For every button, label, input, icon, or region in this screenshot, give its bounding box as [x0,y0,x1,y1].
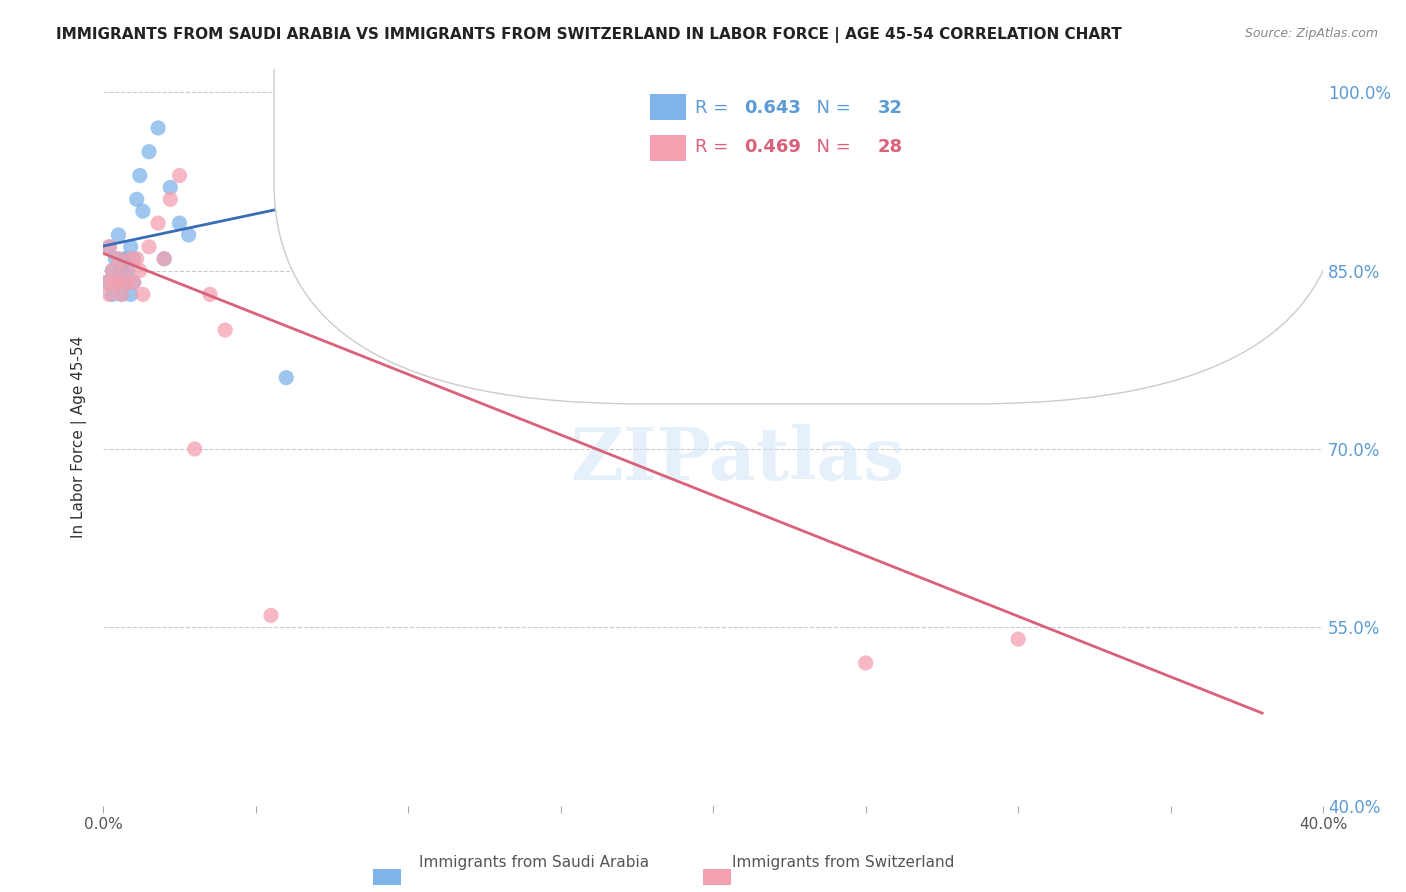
Point [146,120,169,135]
Point [132,204,155,219]
Point [114,276,136,290]
Point [336,85,359,99]
Point [117,263,139,277]
Text: 32: 32 [877,99,903,117]
Point [855,656,877,670]
Point [98,240,121,254]
Point [101,263,124,277]
Point [114,252,136,266]
Point [110,287,132,301]
Point [260,608,283,623]
Point [138,145,160,159]
Text: ZIPatlas: ZIPatlas [571,424,904,495]
Point [276,370,298,384]
Point [96,276,118,290]
Point [128,169,150,183]
Point [98,287,121,301]
Point [107,276,129,290]
Point [96,276,118,290]
Point [183,442,205,456]
Point [169,216,191,230]
Point [117,252,139,266]
Point [107,276,129,290]
Point [396,85,419,99]
Text: 0.469: 0.469 [744,138,800,156]
Point [159,192,181,206]
Point [1160,85,1182,99]
Point [120,287,142,301]
Point [276,85,298,99]
Point [120,252,142,266]
Point [125,252,148,266]
Point [458,85,481,99]
Point [159,180,181,194]
Point [101,287,124,301]
FancyBboxPatch shape [274,0,1341,404]
Point [198,287,221,301]
Text: R =: R = [695,138,734,156]
Point [169,169,191,183]
Point [305,97,328,112]
Point [214,323,236,337]
Point [101,263,124,277]
Point [1007,632,1029,647]
Point [122,276,145,290]
Text: IMMIGRANTS FROM SAUDI ARABIA VS IMMIGRANTS FROM SWITZERLAND IN LABOR FORCE | AGE: IMMIGRANTS FROM SAUDI ARABIA VS IMMIGRAN… [56,27,1122,43]
Bar [650,135,686,161]
Point [114,263,136,277]
Text: 28: 28 [877,138,903,156]
Point [122,276,145,290]
Text: N =: N = [804,99,856,117]
Point [110,263,132,277]
Point [104,252,127,266]
Point [120,240,142,254]
Point [153,252,176,266]
Point [122,252,145,266]
Point [107,252,129,266]
Point [125,192,148,206]
Text: N =: N = [804,138,856,156]
Text: Immigrants from Switzerland: Immigrants from Switzerland [733,855,955,870]
Point [412,85,434,99]
Point [138,240,160,254]
Point [146,216,169,230]
Point [128,263,150,277]
Point [104,276,127,290]
Point [153,252,176,266]
Text: Source: ZipAtlas.com: Source: ZipAtlas.com [1244,27,1378,40]
Point [110,287,132,301]
Point [177,227,200,242]
Text: R =: R = [695,99,734,117]
Point [132,287,155,301]
Point [117,276,139,290]
Y-axis label: In Labor Force | Age 45-54: In Labor Force | Age 45-54 [72,336,87,538]
Point [98,240,121,254]
Bar [650,95,686,120]
Text: 0.643: 0.643 [744,99,800,117]
Text: Immigrants from Saudi Arabia: Immigrants from Saudi Arabia [419,855,650,870]
Point [107,227,129,242]
